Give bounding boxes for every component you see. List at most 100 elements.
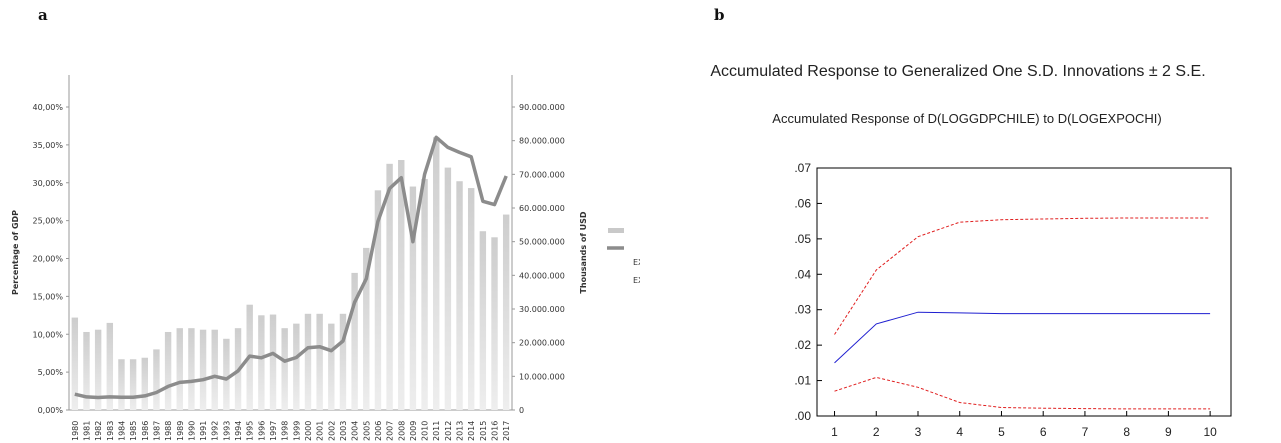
x-tick-label-1985: 1985: [129, 421, 138, 441]
left-axis-tick-label: 20,00%: [32, 255, 63, 264]
x-tick-label-1984: 1984: [117, 421, 126, 441]
x-tick-label-2010: 2010: [421, 421, 430, 441]
legend-bar-swatch: [608, 228, 624, 233]
bar-1981: [83, 331, 90, 410]
x-tick-label-2011: 2011: [432, 421, 441, 441]
bar-1984: [118, 359, 125, 410]
y-tick-label: .04: [794, 267, 811, 281]
bar-2012: [444, 167, 452, 410]
x-tick-label-1988: 1988: [164, 421, 173, 441]
bar-1983: [106, 322, 114, 410]
bar-2014: [467, 188, 475, 410]
x-tick-label: 4: [956, 425, 963, 439]
x-tick-label-2002: 2002: [327, 421, 336, 441]
legend-label-bars: EXP AS% OF GDP: [633, 258, 640, 267]
bar-1985: [129, 359, 137, 410]
x-tick-label: 1: [831, 425, 838, 439]
bar-2017: [502, 214, 510, 410]
y-tick-label: .06: [794, 196, 811, 210]
right-axis-tick-label: 0: [519, 406, 524, 415]
bar-2000: [304, 313, 312, 410]
left-axis-tick-label: 5,00%: [38, 368, 64, 377]
x-tick-label-1997: 1997: [269, 421, 278, 441]
x-tick-label-1989: 1989: [176, 421, 185, 441]
x-tick-label-2000: 2000: [304, 421, 313, 441]
y-tick-label: .07: [794, 161, 811, 175]
legend-label-line: EXPO (thousands of USD): [633, 276, 640, 285]
x-tick-label-1996: 1996: [257, 421, 266, 441]
right-axis-tick-label: 60.000.000: [519, 204, 565, 213]
right-axis-tick-label: 20.000.000: [519, 339, 565, 348]
right-axis-tick-label: 50.000.000: [519, 238, 565, 247]
x-tick-label-1993: 1993: [222, 421, 231, 441]
bar-1986: [141, 357, 148, 410]
plot-frame: [816, 167, 1232, 417]
x-tick-label-2007: 2007: [386, 421, 395, 441]
left-axis-tick-label: 15,00%: [32, 292, 63, 301]
bar-2005: [363, 247, 370, 410]
x-tick-label-2012: 2012: [444, 421, 453, 441]
bar-1992: [211, 329, 218, 410]
bar-2001: [316, 313, 323, 410]
right-axis-tick-label: 40.000.000: [519, 271, 565, 280]
x-tick-label-1990: 1990: [187, 421, 196, 441]
chart-suptitle: Accumulated Response to Generalized One …: [710, 63, 1205, 80]
bar-1980: [71, 317, 79, 410]
bar-1982: [94, 329, 102, 410]
y-tick-label: .02: [794, 338, 811, 352]
x-tick-label-1981: 1981: [82, 421, 91, 441]
x-tick-label-2003: 2003: [339, 421, 348, 441]
lower-band-line: [834, 376, 1211, 410]
x-tick-label-2006: 2006: [374, 421, 383, 441]
x-tick-label: 6: [1040, 425, 1047, 439]
x-tick-label: 8: [1123, 425, 1130, 439]
right-axis-title: Thousands of USD: [579, 211, 588, 293]
bar-2016: [491, 237, 498, 410]
x-tick-label-2013: 2013: [456, 421, 465, 441]
y-tick-label: .05: [794, 232, 811, 246]
bar-1999: [293, 323, 300, 410]
x-tick-label-2017: 2017: [502, 421, 511, 441]
bar-1988: [164, 331, 172, 410]
right-axis-tick-label: 90.000.000: [519, 103, 565, 112]
x-tick-label: 5: [998, 425, 1005, 439]
x-tick-label-1987: 1987: [152, 421, 161, 441]
x-tick-label-1991: 1991: [199, 421, 208, 441]
bar-2015: [479, 231, 487, 410]
expo-line: [74, 135, 508, 400]
bar-2010: [421, 178, 428, 410]
exports-chart: 0,00% 5,00% 10,00% 15,00% 20,00% 25,00% 30,00%…: [11, 75, 640, 441]
x-tick-label-1982: 1982: [94, 421, 103, 441]
x-tick-label-1986: 1986: [141, 421, 150, 441]
bar-1987: [153, 349, 160, 410]
bar-1996: [258, 315, 265, 410]
bar-1993: [223, 338, 230, 410]
bar-1991: [199, 329, 207, 410]
y-tick-label: .00: [794, 409, 811, 423]
bar-2004: [351, 272, 358, 410]
bar-2006: [374, 190, 382, 410]
x-tick-label-1980: 1980: [71, 421, 80, 441]
bar-1989: [176, 328, 183, 410]
bar-1990: [188, 328, 195, 410]
panel-label-b: b: [714, 6, 725, 24]
right-axis-tick-label: 70.000.000: [519, 170, 565, 179]
left-axis-tick-label: 25,00%: [32, 217, 63, 226]
left-axis-tick-label: 10,00%: [32, 330, 63, 339]
right-axis-tick-label: 10.000.000: [519, 372, 565, 381]
left-axis-tick-label: 30,00%: [32, 179, 63, 188]
right-axis-tick-label: 80.000.000: [519, 137, 565, 146]
x-tick-label: 9: [1165, 425, 1172, 439]
x-tick-label-1992: 1992: [211, 421, 220, 441]
x-tick-label-2005: 2005: [362, 421, 371, 441]
bar-2003: [339, 313, 347, 410]
right-axis-tick-label: 30.000.000: [519, 305, 565, 314]
x-tick-label: 2: [873, 425, 880, 439]
x-tick-label: 7: [1082, 425, 1089, 439]
x-tick-label-1998: 1998: [281, 421, 290, 441]
x-tick-label-2001: 2001: [316, 421, 325, 441]
x-tick-label-2004: 2004: [351, 421, 360, 441]
panel-label-a: a: [38, 6, 48, 24]
bar-2007: [386, 163, 393, 410]
